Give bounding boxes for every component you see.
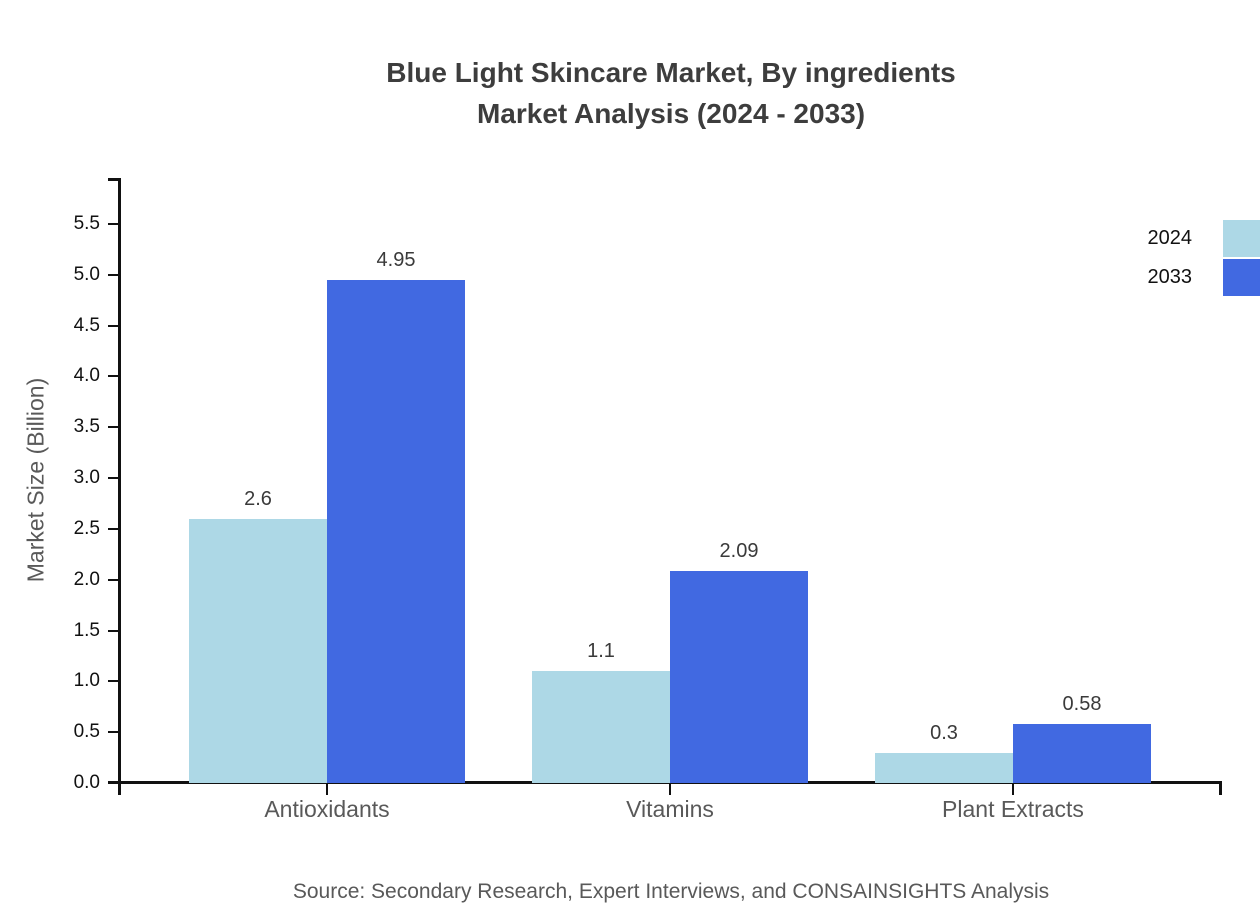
y-axis-tick xyxy=(108,578,120,581)
y-axis-tick-label: 1.0 xyxy=(73,670,100,692)
y-axis-tick xyxy=(108,324,120,327)
y-axis-line xyxy=(118,178,121,795)
y-axis-tick-label: 0.0 xyxy=(73,772,100,793)
legend-swatch-2024 xyxy=(1223,220,1260,257)
x-axis-tick xyxy=(669,783,671,795)
category-label: Antioxidants xyxy=(264,796,390,822)
chart-title-line2: Market Analysis (2024 - 2033) xyxy=(476,98,866,129)
y-axis-tick-label: 3.5 xyxy=(73,416,100,438)
value-label: 1.1 xyxy=(587,640,615,662)
legend-swatch-2033 xyxy=(1223,259,1260,296)
y-axis-tick xyxy=(108,477,120,480)
y-axis-tick xyxy=(108,375,120,378)
y-axis-tick xyxy=(108,527,120,530)
bar-2033-Antioxidants xyxy=(327,280,465,783)
y-axis-tick-label: 2.0 xyxy=(73,568,100,590)
x-axis-tick xyxy=(326,783,328,795)
bar-2033-Plant Extracts xyxy=(1013,724,1151,783)
x-axis-tick xyxy=(1012,783,1014,795)
chart-title: Blue Light Skincare Market, By ingredien… xyxy=(120,52,1222,134)
y-axis-tick-label: 4.0 xyxy=(73,365,100,387)
y-axis-tick xyxy=(108,731,120,734)
source-text: Source: Secondary Research, Expert Inter… xyxy=(292,880,1050,903)
y-axis-tick-label: 0.5 xyxy=(73,721,100,743)
y-axis-tick-label: 4.5 xyxy=(73,314,100,336)
value-label: 4.95 xyxy=(376,249,416,271)
value-label: 2.09 xyxy=(719,540,759,562)
y-axis-tick-label: 5.5 xyxy=(73,213,100,234)
bar-2033-Vitamins xyxy=(670,571,808,783)
legend-label-2033: 2033 xyxy=(1147,266,1193,288)
value-label: 0.58 xyxy=(1062,693,1102,715)
y-axis-tick xyxy=(108,223,120,225)
chart-title-line1: Blue Light Skincare Market, By ingredien… xyxy=(386,57,956,88)
y-axis-tick-label: 1.5 xyxy=(73,619,100,641)
y-axis-tick xyxy=(108,782,120,784)
value-label: 2.6 xyxy=(244,488,272,510)
bar-2024-Antioxidants xyxy=(189,519,327,783)
category-label: Plant Extracts xyxy=(942,796,1084,822)
y-axis-tick-label: 5.0 xyxy=(73,263,100,285)
y-axis-tick xyxy=(108,426,120,429)
legend-label-2024: 2024 xyxy=(1147,227,1193,249)
category-label: Vitamins xyxy=(626,796,714,822)
bar-2024-Plant Extracts xyxy=(875,753,1013,783)
x-axis-right-cap xyxy=(1219,781,1222,795)
y-axis-tick xyxy=(108,273,120,276)
value-label: 0.3 xyxy=(930,722,958,744)
y-axis-tick xyxy=(108,629,120,632)
bar-2024-Vitamins xyxy=(532,671,670,783)
y-axis-top-cap xyxy=(108,178,121,181)
y-axis-tick-label: 2.5 xyxy=(73,517,100,539)
y-axis-tick-label: 3.0 xyxy=(73,467,100,489)
y-axis-tick xyxy=(108,680,120,683)
